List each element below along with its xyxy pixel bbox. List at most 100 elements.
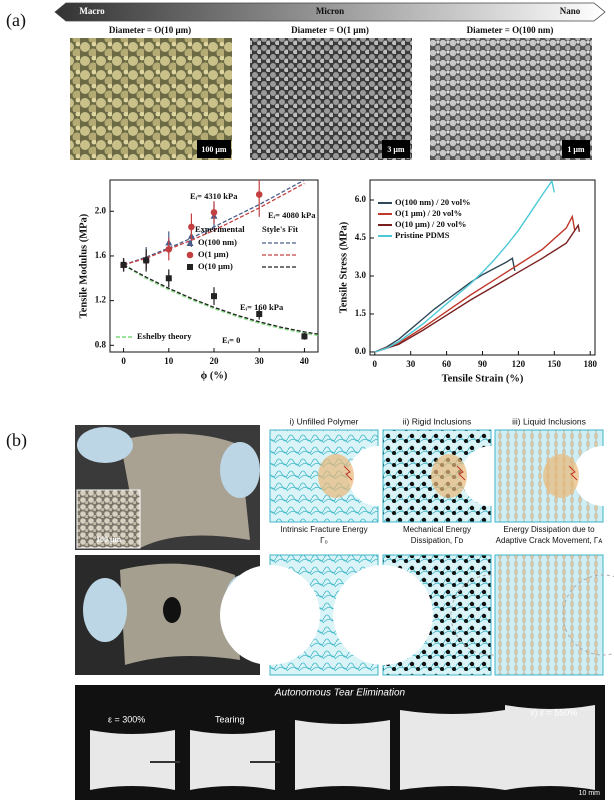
diameter-label: Diameter = O(100 nm) <box>467 25 554 35</box>
tear-sample <box>190 730 275 790</box>
x-tick-label: 0 <box>121 356 126 366</box>
x-tick-label: 20 <box>210 356 220 366</box>
scale-label: Nano <box>560 6 581 16</box>
diameter-label: Diameter = O(1 μm) <box>291 25 369 35</box>
mechanism-caption: Adaptive Crack Movement, Γᴀ <box>496 536 603 545</box>
legend-label: O(100 nm) <box>198 237 237 247</box>
scale-bar-box <box>197 140 231 158</box>
legend-label: O(10 μm) <box>198 261 233 271</box>
reference-line <box>123 264 318 337</box>
annotation: Eᵢ= 0 <box>222 335 240 345</box>
x-tick-label: 30 <box>406 359 416 369</box>
mechanism-caption: Dissipation, Γᴅ <box>411 536 464 545</box>
scale-bar-label: 100 μm <box>201 145 227 154</box>
tear-sample <box>400 710 505 790</box>
process-zone <box>431 454 467 498</box>
process-zone <box>543 454 579 498</box>
annotation: Eᵢ= 160 kPa <box>240 302 284 312</box>
panel-label: (a) <box>6 10 26 31</box>
plot-area <box>120 180 318 340</box>
crack-bolt <box>343 465 353 481</box>
panel-label: (b) <box>6 430 27 451</box>
process-zone <box>318 454 354 498</box>
fit-line <box>123 264 318 335</box>
tear-stages <box>90 705 595 790</box>
scale-bar-label: 1 μm <box>567 145 585 154</box>
mechanism-caption: Intrinsic Fracture Energy <box>280 525 367 534</box>
legend-label: O(10 μm) / 20 vol% <box>395 219 466 229</box>
marker <box>165 275 172 282</box>
scale-bar-box <box>562 140 590 158</box>
marker <box>143 257 150 264</box>
mechanisms: i) Unfilled Polymer Intrinsic Fracture En… <box>220 416 614 676</box>
crack-bolt <box>456 465 466 481</box>
tear-stage-label: v) ε = 550% <box>530 707 577 717</box>
legend-label: O(1 μm) <box>198 249 229 259</box>
marker <box>186 239 194 246</box>
x-axis-label: ϕ (%) <box>201 370 228 381</box>
x-tick-label: 10 <box>164 356 174 366</box>
y-tick-label: 0.0 <box>355 346 367 356</box>
y-tick-label: 1.6 <box>95 250 107 260</box>
scale-bar-box <box>382 140 410 158</box>
sem-image <box>430 38 592 160</box>
y-tick-label: 3.0 <box>355 270 367 280</box>
line <box>374 223 581 353</box>
x-tick-label: 30 <box>255 356 265 366</box>
line <box>374 180 555 353</box>
tear-sample <box>295 720 390 790</box>
mechanism-caption: Γ₀ <box>320 536 328 545</box>
y-tick-label: 6.0 <box>355 194 367 204</box>
glove <box>83 578 127 642</box>
marker <box>301 333 308 340</box>
glove <box>77 427 133 463</box>
mechanism-title: i) Unfilled Polymer <box>290 416 359 426</box>
legend-title: Style's Fit <box>262 224 298 234</box>
crack-notch <box>333 565 433 665</box>
crack-notch <box>573 446 614 506</box>
scale-label: Micron <box>316 6 344 16</box>
scale-bar-label: 100 μm <box>96 535 122 544</box>
marker <box>165 245 173 253</box>
marker <box>211 293 217 300</box>
y-tick-label: 4.5 <box>355 232 367 242</box>
legend-label: O(1 μm) / 20 vol% <box>395 208 462 218</box>
legend-label: O(100 nm) / 20 vol% <box>395 197 471 207</box>
legend-title: Experimental <box>195 224 245 234</box>
marker <box>256 311 263 318</box>
scale-label: Macro <box>79 6 105 16</box>
crack-notch <box>220 565 320 665</box>
marker <box>210 209 218 216</box>
line <box>374 214 576 353</box>
x-tick-label: 90 <box>478 359 488 369</box>
x-tick-label: 120 <box>512 359 526 369</box>
legend-label: Eshelby theory <box>137 331 192 341</box>
mechanism-caption: Energy Dissipation due to <box>503 525 595 534</box>
y-tick-label: 2.0 <box>95 205 107 215</box>
photo-hole <box>163 597 181 623</box>
tear-sample <box>90 730 175 790</box>
glove <box>220 442 260 498</box>
tear-stage-label: ε = 300% <box>108 714 145 724</box>
x-tick-label: 180 <box>583 359 597 369</box>
marker <box>187 264 193 270</box>
annotation: Eᵢ= 4310 kPa <box>190 191 238 201</box>
line <box>374 257 516 353</box>
crack-outline <box>562 574 614 656</box>
crack-bolt <box>568 465 578 481</box>
mechanism-title: ii) Rigid Inclusions <box>403 416 472 426</box>
tear-sample <box>505 705 595 790</box>
annotation: Eᵢ= 4080 kPa <box>268 210 316 220</box>
sem-image <box>70 38 232 160</box>
mechanism-caption: Mechanical Energy <box>403 525 471 534</box>
x-tick-label: 0 <box>373 359 378 369</box>
marker <box>255 191 263 198</box>
marker <box>188 223 195 231</box>
inset-image <box>76 489 141 549</box>
tear-stage-label: Tearing <box>215 714 245 724</box>
legend-label: Pristine PDMS <box>395 230 450 240</box>
x-tick-label: 40 <box>300 356 310 366</box>
x-tick-label: 60 <box>442 359 452 369</box>
y-tick-label: 1.2 <box>95 295 107 305</box>
